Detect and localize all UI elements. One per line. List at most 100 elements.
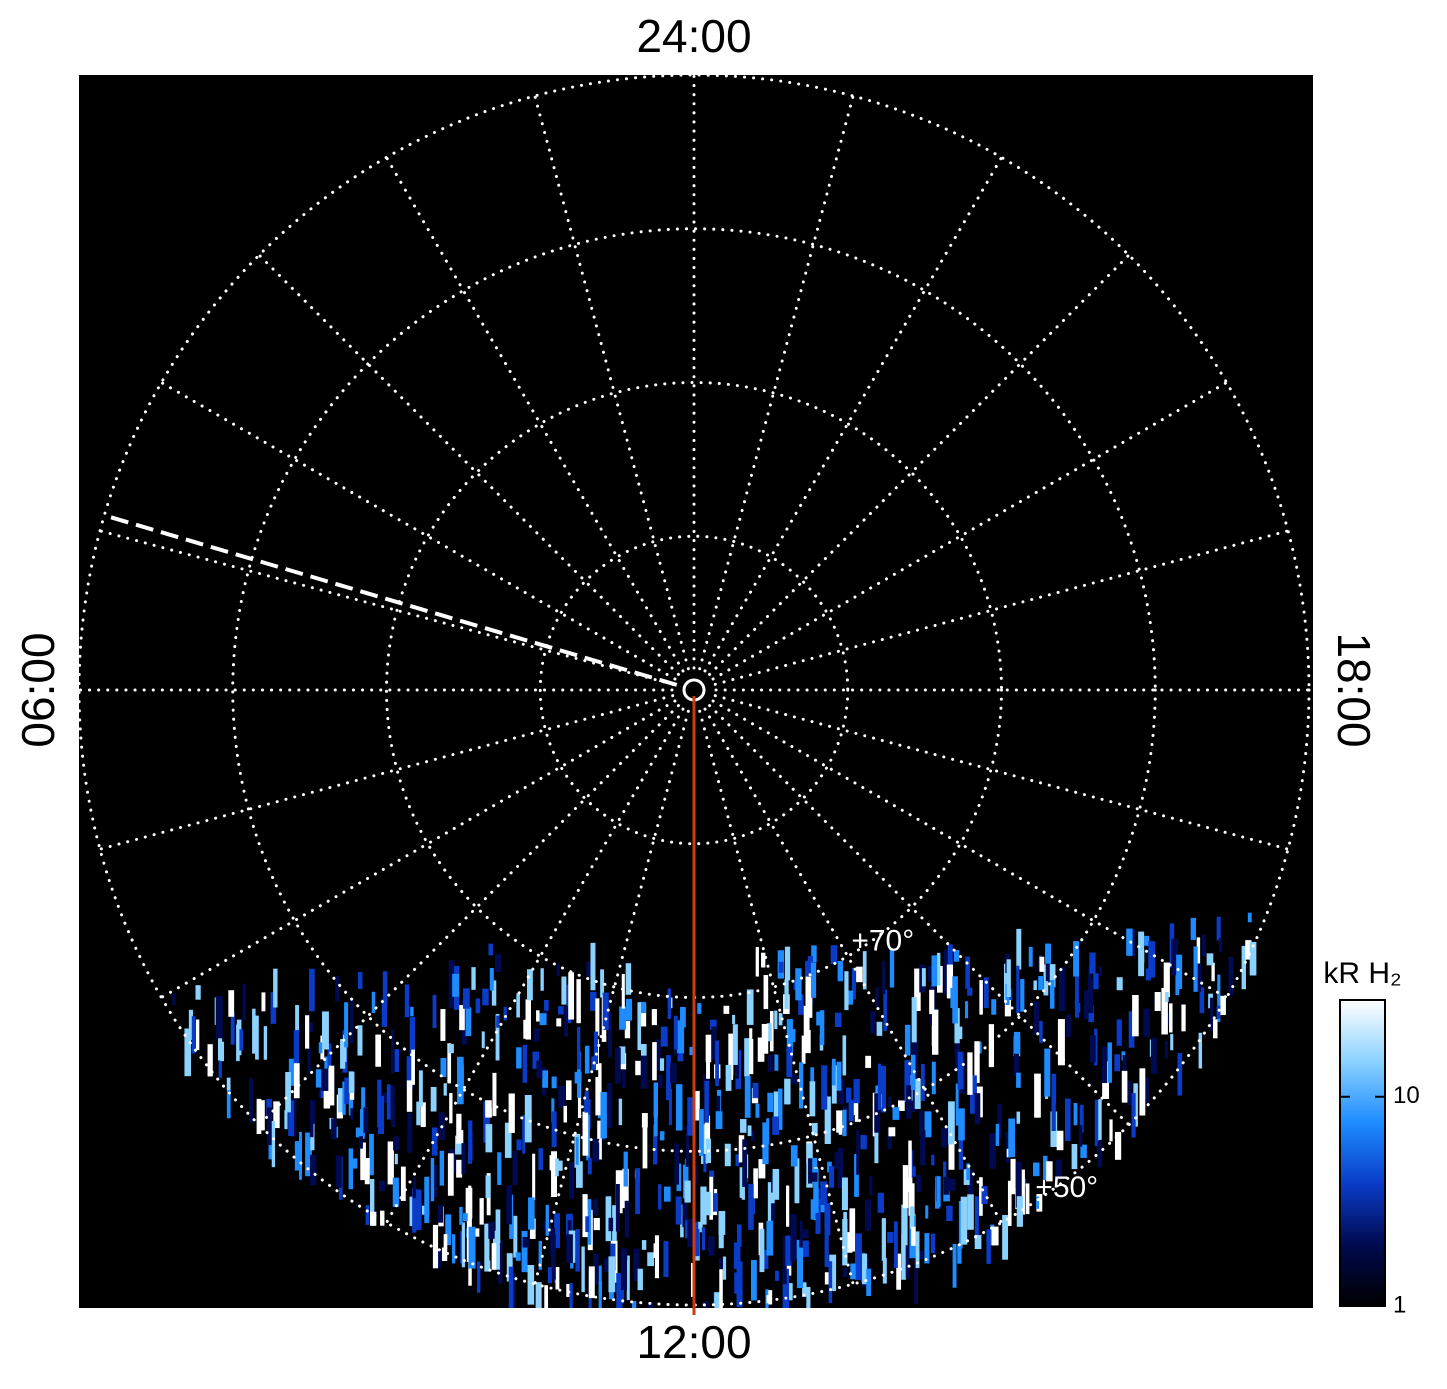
emission-streak	[751, 1130, 755, 1142]
emission-streak	[1171, 938, 1179, 976]
foreground: +70° +50°	[103, 513, 1098, 1315]
emission-streak	[902, 1165, 909, 1209]
emission-streak	[824, 1272, 829, 1285]
emission-streak	[340, 1039, 346, 1069]
emission-streak	[1218, 938, 1223, 953]
emission-streak	[663, 1240, 669, 1277]
emission-streak	[958, 1108, 965, 1141]
emission-streak	[790, 1145, 798, 1167]
emission-streak	[957, 1244, 962, 1264]
emission-streak	[412, 1188, 417, 1233]
emission-streak	[849, 1208, 856, 1252]
emission-streak	[844, 971, 849, 1011]
emission-streak	[228, 990, 235, 1017]
emission-streak	[824, 1219, 829, 1268]
emission-streak	[1206, 953, 1214, 966]
emission-streak	[816, 1011, 821, 1026]
emission-streak	[350, 1108, 354, 1120]
emission-streak	[556, 1018, 562, 1027]
emission-streak	[230, 1012, 235, 1045]
emission-streak	[1071, 1144, 1078, 1170]
emission-streak	[483, 1101, 490, 1143]
emission-streak	[226, 1087, 231, 1119]
emission-streak	[842, 1219, 848, 1266]
emission-streak	[931, 955, 938, 987]
emission-streak	[807, 956, 813, 975]
emission-streak	[744, 1038, 750, 1077]
emission-streak	[273, 968, 278, 1008]
emission-streak	[1193, 946, 1198, 992]
emission-streak	[335, 975, 340, 1002]
emission-streak	[883, 989, 888, 1032]
emission-streak	[1089, 1035, 1096, 1063]
emission-streak	[705, 1034, 712, 1063]
emission-streak	[974, 1093, 981, 1125]
emission-streak	[967, 987, 973, 996]
emission-streak	[590, 942, 596, 991]
emission-streak	[653, 1092, 658, 1137]
emission-streak	[1114, 1131, 1122, 1160]
emission-streak	[468, 1226, 476, 1269]
emission-streak	[409, 1016, 416, 1056]
emission-streak	[361, 1087, 366, 1122]
emission-streak	[641, 1113, 648, 1128]
emission-streak	[1007, 1180, 1012, 1226]
emission-streak	[978, 1041, 982, 1054]
emission-streak	[358, 1136, 363, 1149]
emission-streak	[808, 1158, 813, 1184]
emission-streak	[1013, 1031, 1021, 1054]
meridian	[385, 155, 685, 673]
emission-streak	[736, 1261, 743, 1308]
emission-streak	[440, 1057, 447, 1078]
emission-streak	[625, 963, 632, 995]
colorbar-tick-label: 10	[1393, 1082, 1420, 1109]
emission-streak	[357, 971, 363, 989]
emission-streak	[448, 1043, 454, 1054]
emission-streak	[911, 997, 917, 1043]
emission-streak	[764, 1249, 769, 1269]
emission-streak	[772, 1168, 780, 1200]
emission-streak	[260, 1100, 265, 1131]
meridian	[713, 529, 1290, 686]
emission-streak	[445, 1214, 452, 1246]
emission-streak	[598, 1281, 603, 1298]
emission-streak	[581, 1246, 585, 1293]
emission-streak	[943, 1161, 947, 1186]
emission-streak	[293, 1063, 300, 1099]
emission-streak	[471, 967, 476, 990]
emission-streak	[522, 1115, 526, 1154]
emission-streak	[952, 976, 958, 1024]
emission-streak	[647, 1252, 654, 1267]
emission-streak	[532, 1051, 540, 1069]
emission-streak	[892, 1107, 900, 1120]
emission-streak	[732, 1024, 738, 1065]
emission-streak	[837, 1147, 844, 1189]
emission-streak	[288, 1100, 294, 1136]
meridian	[533, 94, 690, 671]
emission-streak	[919, 1110, 924, 1137]
emission-streak	[1043, 1155, 1048, 1181]
emission-streak	[1098, 1099, 1102, 1140]
emission-streak	[899, 1100, 905, 1111]
emission-streak	[443, 1083, 447, 1096]
emission-streak	[364, 1158, 370, 1185]
emission-streak	[834, 1152, 839, 1170]
emission-streak	[735, 1154, 740, 1167]
emission-streak	[495, 1013, 500, 1061]
emission-streak	[618, 1098, 623, 1126]
emission-streak	[271, 1120, 276, 1168]
emission-streak	[944, 949, 948, 995]
emission-streak	[622, 1168, 629, 1209]
emission-streak	[577, 1026, 581, 1070]
emission-streak	[767, 1182, 772, 1228]
emission-streak	[758, 1159, 766, 1179]
meridian	[257, 704, 680, 1127]
emission-streak	[293, 1030, 300, 1067]
emission-streak	[1075, 971, 1079, 1018]
emission-streak	[1055, 1159, 1063, 1180]
emission-streak	[761, 1023, 769, 1054]
emission-streak	[410, 1006, 414, 1017]
emission-streak	[796, 1247, 804, 1289]
emission-streak	[675, 1084, 683, 1131]
emission-streak	[491, 980, 497, 1006]
